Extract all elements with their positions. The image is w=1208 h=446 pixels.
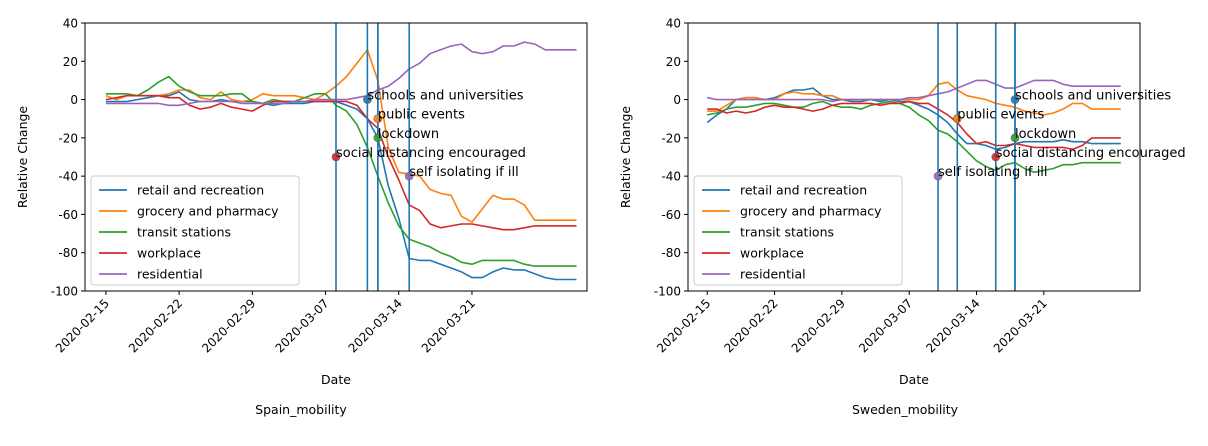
sweden-x-tick-label-4: 2020-03-14 xyxy=(923,296,982,355)
spain-x-tick-label-2: 2020-02-29 xyxy=(199,296,258,355)
sweden-legend-label-3: workplace xyxy=(740,246,804,261)
spain-x-axis-label: Date xyxy=(321,372,351,387)
sweden-legend-frame xyxy=(693,175,903,286)
spain-legend-frame xyxy=(90,175,300,286)
sweden-series-line-4 xyxy=(707,79,1121,103)
spain-x-tick-label-5: 2020-03-21 xyxy=(419,296,478,355)
spain-caption: Spain_mobility xyxy=(255,402,347,417)
spain-series-line-2 xyxy=(105,75,577,267)
sweden-x-tick-label-5: 2020-03-21 xyxy=(991,296,1050,355)
sweden-y-axis-label: Relative Change xyxy=(618,106,633,209)
sweden-legend: retail and recreation grocery and pharmac… xyxy=(693,175,903,286)
spain-legend-label-0: retail and recreation xyxy=(137,183,264,198)
sweden-event-label-2: lockdown xyxy=(1015,127,1076,142)
spain-y-tick-label-4: -20 xyxy=(58,131,78,145)
spain-legend-label-1: grocery and pharmacy xyxy=(137,204,279,219)
spain-event-label-3: social distancing encouraged xyxy=(336,146,526,161)
sweden-event-marker-2 xyxy=(1010,133,1020,143)
sweden-x-tick-label-0: 2020-02-15 xyxy=(654,296,713,355)
sweden-x-axis-label: Date xyxy=(899,372,929,387)
sweden-legend-label-1: grocery and pharmacy xyxy=(740,204,882,219)
spain-event-label-0: schools and universities xyxy=(367,89,523,104)
sweden-y-tick-label-5: 0 xyxy=(673,93,681,107)
sweden-y-tick-label-4: -20 xyxy=(661,131,681,145)
spain-x-tick-label-4: 2020-03-14 xyxy=(346,296,405,355)
spain-y-tick-label-2: -60 xyxy=(58,208,78,222)
spain-y-tick-label-3: -40 xyxy=(58,170,78,184)
sweden-event-label-0: schools and universities xyxy=(1015,89,1171,104)
spain-legend: retail and recreation grocery and pharmac… xyxy=(90,175,300,286)
sweden-event-label-3: social distancing encouraged xyxy=(996,146,1186,161)
spain-series-line-3 xyxy=(105,94,577,231)
spain-event-label-1: public events xyxy=(378,108,465,123)
spain-plot-area xyxy=(105,23,577,291)
sweden-event-marker-0 xyxy=(1010,95,1020,104)
sweden-legend-label-0: retail and recreation xyxy=(740,183,867,198)
sweden-y-tick-label-6: 20 xyxy=(666,55,681,69)
sweden-x-tick-label-1: 2020-02-22 xyxy=(721,296,780,355)
spain-y-axis-label: Relative Change xyxy=(15,106,30,209)
sweden-y-tick-label-3: -40 xyxy=(661,170,681,184)
spain-y-tick-label-6: 20 xyxy=(63,55,78,69)
sweden-legend-label-2: transit stations xyxy=(740,225,834,240)
sweden-x-tick-label-2: 2020-02-29 xyxy=(789,296,848,355)
sweden-y-tick-label-7: 40 xyxy=(666,17,681,31)
spain-chart-panel: Spain_mobility schools and universities p… xyxy=(15,17,588,417)
spain-y-tick-label-7: 40 xyxy=(63,17,78,31)
spain-x-tick-label-0: 2020-02-15 xyxy=(53,296,112,355)
spain-event-marker-0 xyxy=(363,95,372,104)
sweden-chart-panel: Sweden_mobility schools and universities… xyxy=(618,17,1186,418)
sweden-y-tick-label-0: -100 xyxy=(654,285,681,299)
sweden-event-marker-3 xyxy=(991,152,1001,162)
spain-y-tick-label-1: -80 xyxy=(58,246,78,260)
spain-event-marker-1 xyxy=(373,114,383,124)
sweden-series-line-0 xyxy=(706,87,1121,151)
spain-x-tick-label-1: 2020-02-22 xyxy=(126,296,185,355)
sweden-event-marker-1 xyxy=(952,114,962,124)
spain-series-line-0 xyxy=(105,91,577,281)
sweden-series-line-1 xyxy=(707,81,1121,116)
spain-series-line-4 xyxy=(105,41,577,107)
spain-y-tick-label-0: -100 xyxy=(51,285,78,299)
spain-event-marker-4 xyxy=(404,171,414,181)
sweden-event-marker-4 xyxy=(933,171,943,181)
sweden-event-label-1: public events xyxy=(957,108,1044,123)
spain-event-label-4: self isolating if ill xyxy=(409,165,519,180)
sweden-series-line-2 xyxy=(707,100,1121,174)
spain-event-marker-2 xyxy=(373,133,383,143)
sweden-event-label-4: self isolating if ill xyxy=(938,165,1047,180)
spain-y-tick-label-5: 0 xyxy=(70,93,78,107)
sweden-plot-frame xyxy=(687,22,1141,292)
sweden-x-tick-label-3: 2020-03-07 xyxy=(856,296,915,355)
sweden-y-tick-label-1: -80 xyxy=(661,246,681,260)
sweden-series-line-3 xyxy=(707,100,1121,151)
sweden-y-tick-label-2: -60 xyxy=(661,208,681,222)
spain-legend-label-4: residential xyxy=(137,267,203,282)
spain-x-tick-label-3: 2020-03-07 xyxy=(272,296,331,355)
sweden-plot-area xyxy=(706,23,1121,291)
spain-event-label-2: lockdown xyxy=(378,127,439,142)
sweden-caption: Sweden_mobility xyxy=(852,402,959,417)
spain-event-marker-3 xyxy=(331,152,341,162)
spain-legend-label-3: workplace xyxy=(137,246,201,261)
spain-legend-label-2: transit stations xyxy=(137,225,231,240)
spain-series-line-1 xyxy=(105,48,577,223)
sweden-legend-label-4: residential xyxy=(740,267,806,282)
spain-plot-frame xyxy=(84,22,588,292)
